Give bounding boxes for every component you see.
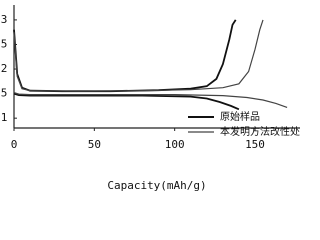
legend-label: 原始样品 [220,110,260,123]
curve [13,19,237,93]
x-tick-label: 100 [165,138,185,151]
y-tick-label: 3 [1,13,8,26]
chart: Capacity(mAh/g) 0 50 100 150 1 5 2 5 3 原始样品本发明方法改… [1,5,300,192]
y-tick-label: 1 [1,111,8,124]
curve [13,92,240,111]
y-tick-label: 5 [1,87,8,100]
page: Capacity(mAh/g) 0 50 100 150 1 5 2 5 3 原始样品本发明方法改… [0,5,300,192]
curve [13,92,288,108]
x-tick-label: 150 [245,138,265,151]
legend-label: 本发明方法改性处 [220,125,300,138]
x-axis-label: Capacity(mAh/g) [107,179,206,192]
curve [13,19,264,92]
y-tick-label: 5 [1,37,8,50]
y-tick-label: 2 [1,62,8,75]
x-tick-label: 50 [88,138,101,151]
x-tick-label: 0 [11,138,18,151]
